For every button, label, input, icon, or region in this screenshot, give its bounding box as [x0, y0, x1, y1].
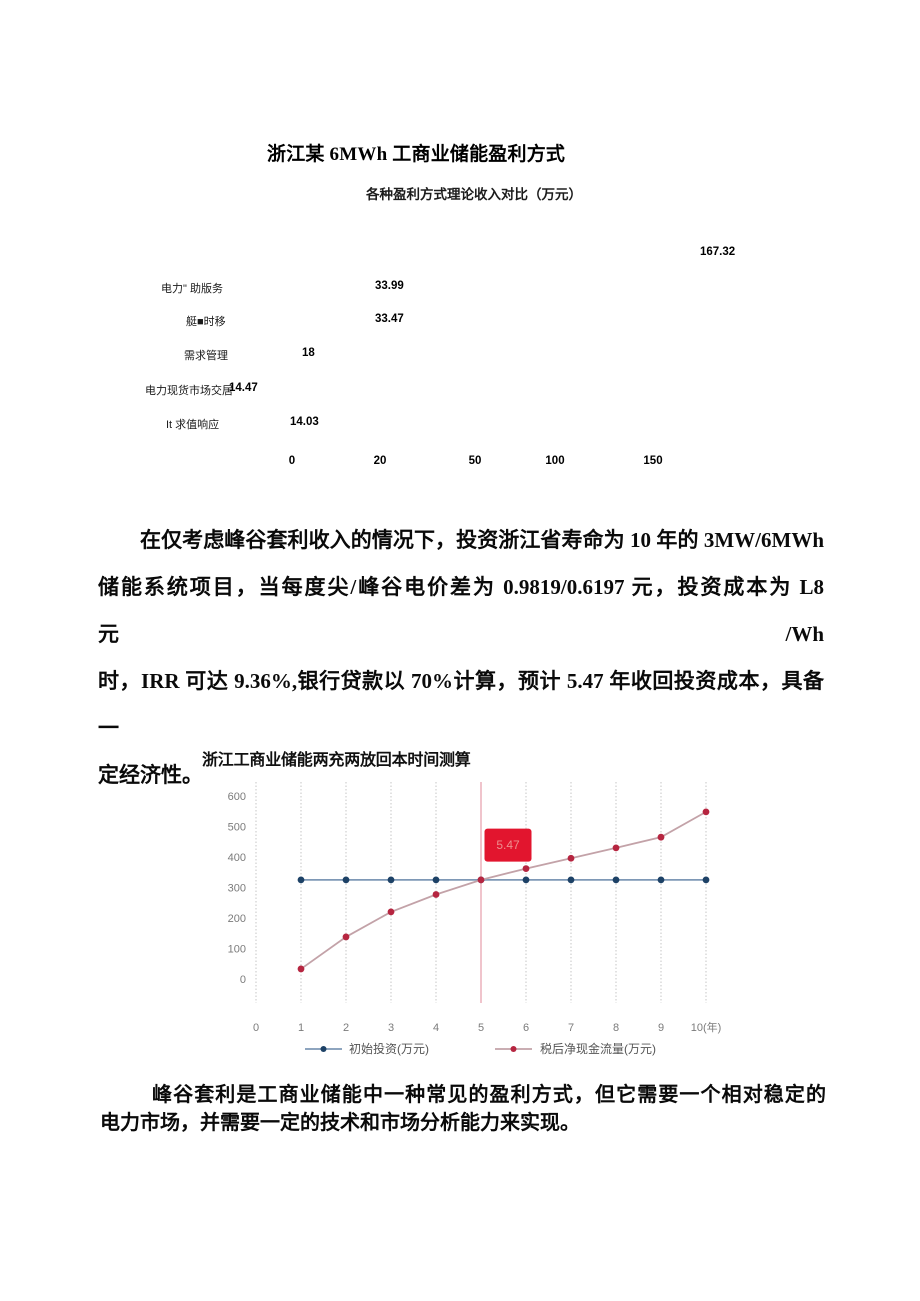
bar-x-tick: 150: [643, 455, 663, 467]
x-tick-label: 3: [388, 1022, 394, 1034]
legend-label: 税后净现金流量(万元): [540, 1041, 656, 1056]
x-tick-label: 8: [613, 1022, 619, 1034]
x-tick-label: 4: [433, 1022, 439, 1034]
x-tick-label: 0: [253, 1022, 259, 1034]
series-line: [300, 811, 707, 970]
data-point: [342, 933, 350, 941]
bar-x-tick: 20: [373, 455, 387, 467]
y-tick-label: 400: [228, 852, 246, 864]
line-chart-canvas: 0 100 200 300 400 500 600 0 1 2 3 4 5 6 7 8 9 10(年) 5.47 初始…: [228, 782, 722, 1056]
data-point: [522, 876, 530, 884]
paragraph-line: 电力市场，并需要一定的技术和市场分析能力来实现。: [100, 1112, 580, 1134]
data-point: [387, 908, 395, 916]
bar-value-label: 18: [302, 347, 315, 359]
data-point: [612, 844, 620, 852]
bar-x-tick: 50: [468, 455, 482, 467]
bar-x-tick: 0: [288, 455, 296, 467]
data-point: [387, 876, 395, 884]
document-title: 浙江某 6MWh 工商业储能盈利方式: [267, 144, 566, 165]
x-tick-label: 9: [658, 1022, 664, 1034]
bar-category-label: 艇■时移: [186, 316, 226, 328]
data-point: [297, 965, 305, 973]
bar-chart-title: 各种盈利方式理论收入对比（万元）: [366, 187, 582, 202]
body-paragraph-1: 在仅考虑峰谷套利收入的情况下，投资浙江省寿命为 10 年的 3MW/6MWh 储能…: [98, 517, 824, 799]
bar-value-label: 14.47: [229, 382, 258, 394]
data-point: [522, 865, 530, 872]
data-point: [342, 876, 350, 884]
y-tick-label: 600: [228, 791, 246, 803]
data-point: [567, 876, 575, 884]
bar-category-label: 电力" 助版务: [161, 283, 223, 295]
y-tick-label: 300: [228, 883, 246, 895]
y-tick-label: 100: [228, 944, 246, 956]
legend-marker: [320, 1046, 327, 1052]
y-tick-label: 200: [228, 913, 246, 925]
data-point: [297, 876, 305, 884]
x-tick-label: 7: [568, 1022, 574, 1034]
data-point: [657, 876, 665, 884]
data-point: [612, 876, 620, 884]
data-point: [702, 808, 710, 816]
x-tick-label: 6: [523, 1022, 529, 1034]
data-point: [432, 876, 440, 884]
paragraph-line: 时，IRR 可达 9.36%,银行贷款以 70%计算，预计 5.47 年收回投资…: [98, 669, 824, 740]
data-point: [477, 876, 485, 884]
x-tick-label: 1: [298, 1022, 304, 1034]
paragraph-line: 峰谷套利是工商业储能中一种常见的盈利方式，但它需要一个相对稳定的: [152, 1084, 826, 1106]
bar-category-label: It 求值响应: [166, 419, 220, 431]
bar-value-label: 167.32: [700, 246, 736, 258]
bar-category-label: 需求管理: [184, 350, 228, 362]
paragraph-line: 定经济性。: [98, 763, 203, 787]
paragraph-line: 在仅考虑峰谷套利收入的情况下，投资浙江省寿命为 10 年的 3MW/6MWh: [140, 528, 824, 552]
y-tick-label: 500: [228, 822, 246, 834]
payback-annotation-text: 5.47: [496, 838, 520, 852]
line-chart-title: 浙江工商业储能两充两放回本时间测算: [202, 752, 471, 769]
payback-annotation-box: [484, 828, 532, 862]
bar-value-label: 33.47: [375, 313, 404, 325]
y-tick-label: 0: [240, 974, 246, 986]
data-point: [702, 876, 710, 884]
bar-category-label: 电力现货市场交居: [145, 385, 233, 397]
x-tick-label: 2: [343, 1022, 349, 1034]
bar-value-label: 14.03: [290, 416, 319, 428]
x-tick-label: 5: [478, 1022, 484, 1034]
data-point: [657, 833, 665, 841]
data-point: [567, 854, 575, 862]
data-point: [432, 891, 440, 898]
paragraph-line: 储能系统项目，当每度尖/峰谷电价差为 0.9819/0.6197 元，投资成本为…: [98, 575, 824, 646]
x-tick-label: 10(年): [691, 1020, 722, 1034]
body-paragraph-2: 峰谷套利是工商业储能中一种常见的盈利方式，但它需要一个相对稳定的电力市场，并需要…: [100, 1081, 826, 1137]
legend-label: 初始投资(万元): [349, 1041, 429, 1056]
bar-value-label: 33.99: [375, 280, 404, 292]
bar-x-tick: 100: [545, 455, 565, 467]
legend-marker: [510, 1046, 517, 1052]
